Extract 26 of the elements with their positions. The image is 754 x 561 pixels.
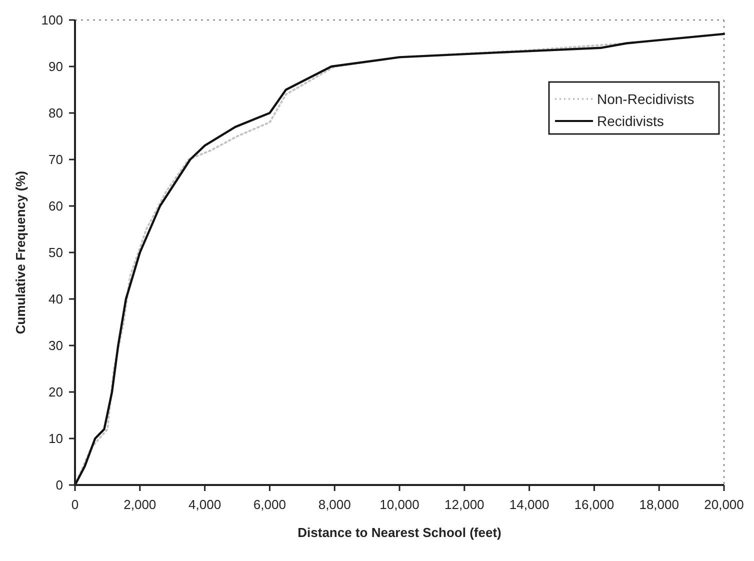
- x-tick-label: 2,000: [124, 497, 156, 512]
- x-tick-label: 18,000: [639, 497, 679, 512]
- y-tick-label: 10: [48, 431, 63, 446]
- y-axis-title: Cumulative Frequency (%): [13, 170, 28, 334]
- y-tick-label: 20: [48, 384, 63, 400]
- y-tick-label: 90: [48, 59, 63, 74]
- y-tick-label: 40: [48, 292, 63, 307]
- legend-label: Recidivists: [597, 112, 664, 129]
- x-tick-label: 16,000: [574, 497, 614, 512]
- x-tick-label: 14,000: [509, 497, 550, 512]
- x-tick-label: 10,000: [380, 497, 420, 512]
- y-tick-label: 30: [48, 338, 63, 354]
- x-axis-title: Distance to Nearest School (feet): [298, 525, 502, 540]
- y-tick-label: 50: [48, 245, 63, 260]
- y-tick-label: 100: [41, 12, 63, 28]
- x-tick-label: 20,000: [704, 497, 744, 512]
- x-tick-label: 12,000: [444, 497, 484, 512]
- legend-label: Non-Recidivists: [597, 90, 694, 107]
- x-tick-label: 4,000: [188, 497, 222, 512]
- y-tick-label: 0: [56, 478, 63, 493]
- x-tick-label: 6,000: [253, 497, 286, 512]
- x-tick-label: 8,000: [318, 497, 351, 512]
- x-tick-label: 0: [71, 497, 79, 512]
- y-tick-label: 80: [48, 106, 63, 121]
- y-tick-label: 60: [48, 198, 63, 214]
- y-tick-label: 70: [48, 152, 63, 168]
